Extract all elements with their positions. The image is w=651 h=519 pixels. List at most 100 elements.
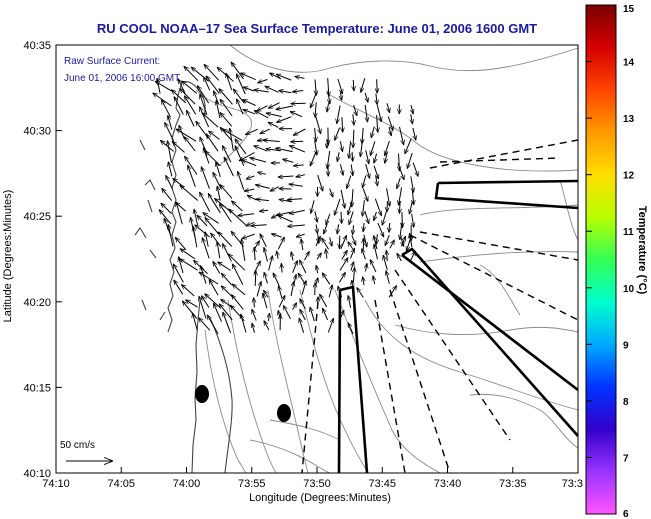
current-vector bbox=[316, 278, 318, 286]
current-vector bbox=[203, 213, 219, 224]
x-axis-label: Longitude (Degrees:Minutes) bbox=[249, 492, 391, 504]
current-vector bbox=[157, 78, 161, 94]
current-vector bbox=[365, 163, 370, 179]
current-vector bbox=[338, 272, 345, 283]
current-vector bbox=[322, 273, 331, 285]
current-vector bbox=[204, 64, 220, 81]
current-vector bbox=[218, 262, 231, 271]
current-vector bbox=[278, 176, 294, 177]
current-vector bbox=[315, 283, 316, 296]
current-vector bbox=[283, 305, 291, 320]
current-vector bbox=[205, 232, 209, 247]
current-vector bbox=[235, 139, 247, 155]
current-vector bbox=[251, 309, 257, 321]
current-vector bbox=[213, 261, 221, 274]
current-vector bbox=[315, 128, 317, 142]
current-vector bbox=[221, 286, 234, 299]
current-vector bbox=[184, 96, 197, 115]
current-vector bbox=[153, 93, 172, 107]
y-tick-label: 40:30 bbox=[23, 126, 51, 138]
current-vector bbox=[175, 237, 187, 251]
current-vector bbox=[199, 272, 219, 285]
x-tick-label: 74:00 bbox=[173, 478, 201, 490]
current-vector bbox=[349, 141, 351, 158]
current-vector bbox=[184, 66, 199, 82]
current-vector bbox=[387, 201, 388, 212]
current-vector bbox=[233, 89, 245, 104]
current-vector bbox=[353, 114, 354, 125]
current-vector bbox=[185, 110, 195, 127]
current-vector bbox=[382, 211, 387, 226]
current-vector bbox=[399, 126, 404, 145]
current-vector bbox=[221, 145, 232, 163]
current-vector bbox=[410, 233, 412, 248]
current-vector bbox=[254, 109, 269, 119]
current-vector bbox=[266, 113, 283, 118]
current-vector bbox=[244, 189, 255, 191]
current-vector bbox=[182, 81, 198, 94]
current-vector bbox=[255, 185, 270, 189]
current-vector bbox=[254, 247, 255, 261]
current-vector bbox=[243, 87, 255, 92]
current-vector bbox=[404, 138, 412, 154]
current-vector bbox=[363, 234, 367, 248]
current-vector bbox=[253, 261, 261, 274]
x-tick-group: 74:10 74:05 74:00 73:55 73:50 73:45 73:40 73:35… bbox=[42, 467, 583, 490]
current-vector bbox=[282, 159, 294, 163]
current-vector bbox=[269, 313, 270, 322]
current-vector bbox=[181, 284, 195, 297]
current-vector bbox=[235, 74, 246, 95]
current-vector bbox=[376, 93, 377, 105]
current-vector bbox=[173, 264, 184, 283]
current-vector bbox=[327, 318, 333, 333]
current-vector bbox=[412, 127, 416, 141]
current-vector bbox=[340, 141, 342, 152]
current-vector bbox=[203, 77, 211, 91]
current-vector bbox=[315, 102, 316, 117]
current-vector bbox=[205, 217, 220, 235]
current-vector bbox=[272, 273, 280, 287]
current-vector bbox=[326, 213, 331, 225]
current-vector bbox=[289, 184, 303, 186]
current-vector bbox=[278, 295, 286, 308]
current-vector bbox=[340, 189, 345, 209]
current-vector bbox=[411, 114, 413, 124]
current-vector bbox=[364, 211, 369, 224]
current-vector bbox=[411, 104, 413, 114]
current-vector bbox=[315, 236, 321, 247]
current-vector bbox=[397, 163, 404, 180]
current-vector bbox=[159, 210, 172, 225]
current-vector bbox=[271, 234, 282, 238]
current-vector bbox=[203, 148, 210, 164]
current-vector bbox=[246, 176, 255, 180]
current-vector bbox=[374, 198, 381, 216]
radar-beam-dashes bbox=[301, 139, 578, 473]
current-vector bbox=[257, 79, 268, 83]
current-vector bbox=[201, 167, 210, 189]
current-vector bbox=[337, 105, 341, 124]
current-vector bbox=[191, 67, 210, 82]
current-vector bbox=[385, 151, 388, 164]
map-title: RU COOL NOAA–17 Sea Surface Temperature:… bbox=[96, 21, 538, 36]
current-vector bbox=[221, 243, 232, 262]
current-vector bbox=[385, 140, 390, 156]
current-vector bbox=[219, 89, 233, 105]
current-vector bbox=[309, 93, 317, 108]
current-vector bbox=[232, 284, 246, 296]
current-vector bbox=[226, 73, 233, 91]
current-vector bbox=[180, 185, 199, 201]
current-vector bbox=[276, 116, 292, 123]
current-vector bbox=[217, 186, 221, 201]
current-vector bbox=[259, 234, 267, 248]
current-vector bbox=[399, 153, 400, 171]
current-vector bbox=[174, 280, 184, 295]
current-vector bbox=[173, 178, 185, 188]
current-vector bbox=[310, 307, 315, 322]
current-vector bbox=[376, 175, 378, 186]
current-vector bbox=[162, 188, 172, 201]
current-vector bbox=[353, 267, 354, 283]
current-vector bbox=[324, 223, 328, 234]
current-vector bbox=[326, 249, 327, 259]
current-vector bbox=[410, 251, 416, 261]
